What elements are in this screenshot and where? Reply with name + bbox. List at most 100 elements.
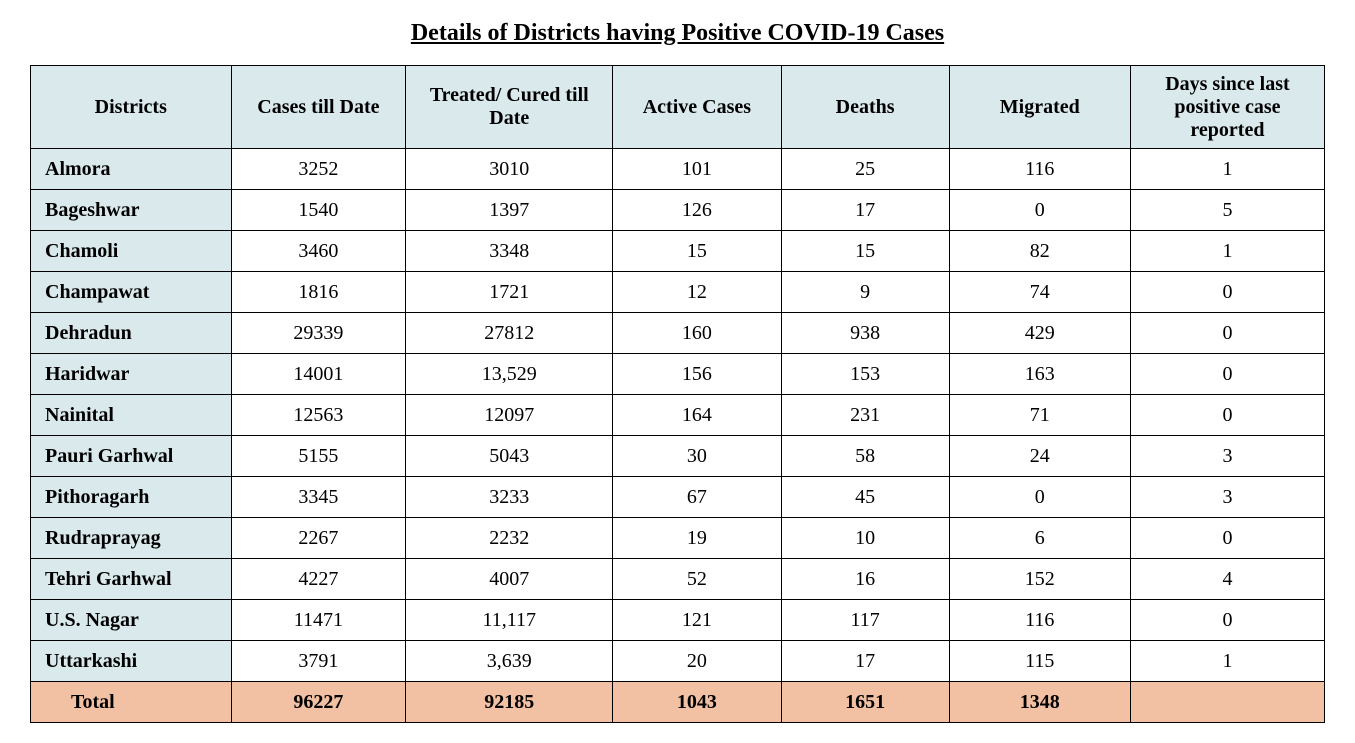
cell-district: Pithoragarh bbox=[31, 477, 232, 518]
cell-district: Haridwar bbox=[31, 354, 232, 395]
cell-active: 160 bbox=[613, 313, 781, 354]
cell-migrated: 0 bbox=[949, 477, 1130, 518]
cell-active: 164 bbox=[613, 395, 781, 436]
cell-deaths: 938 bbox=[781, 313, 949, 354]
table-row: Dehradun29339278121609384290 bbox=[31, 313, 1325, 354]
cell-days: 0 bbox=[1130, 354, 1324, 395]
cell-migrated: 74 bbox=[949, 272, 1130, 313]
total-migrated: 1348 bbox=[949, 682, 1130, 723]
cell-days: 0 bbox=[1130, 313, 1324, 354]
table-row: Haridwar1400113,5291561531630 bbox=[31, 354, 1325, 395]
cell-deaths: 45 bbox=[781, 477, 949, 518]
col-header-deaths: Deaths bbox=[781, 66, 949, 149]
cell-migrated: 152 bbox=[949, 559, 1130, 600]
cell-days: 1 bbox=[1130, 149, 1324, 190]
total-cases: 96227 bbox=[231, 682, 406, 723]
cell-district: Nainital bbox=[31, 395, 232, 436]
cell-cases: 2267 bbox=[231, 518, 406, 559]
cell-cases: 3252 bbox=[231, 149, 406, 190]
cell-cured: 3233 bbox=[406, 477, 613, 518]
table-row: Champawat18161721129740 bbox=[31, 272, 1325, 313]
table-row: Tehri Garhwal4227400752161524 bbox=[31, 559, 1325, 600]
cell-cured: 3348 bbox=[406, 231, 613, 272]
page-title: Details of Districts having Positive COV… bbox=[30, 20, 1325, 47]
cell-active: 12 bbox=[613, 272, 781, 313]
total-cured: 92185 bbox=[406, 682, 613, 723]
cell-district: Tehri Garhwal bbox=[31, 559, 232, 600]
cell-cured: 13,529 bbox=[406, 354, 613, 395]
cell-cases: 1540 bbox=[231, 190, 406, 231]
cell-cured: 3010 bbox=[406, 149, 613, 190]
cell-migrated: 116 bbox=[949, 149, 1130, 190]
cell-days: 4 bbox=[1130, 559, 1324, 600]
cell-district: Chamoli bbox=[31, 231, 232, 272]
cell-days: 0 bbox=[1130, 600, 1324, 641]
total-deaths: 1651 bbox=[781, 682, 949, 723]
cell-active: 126 bbox=[613, 190, 781, 231]
col-header-days: Days since last positive case reported bbox=[1130, 66, 1324, 149]
col-header-active: Active Cases bbox=[613, 66, 781, 149]
cell-cases: 1816 bbox=[231, 272, 406, 313]
cell-cases: 5155 bbox=[231, 436, 406, 477]
cell-cured: 1397 bbox=[406, 190, 613, 231]
cell-cured: 12097 bbox=[406, 395, 613, 436]
cell-deaths: 17 bbox=[781, 190, 949, 231]
cell-days: 5 bbox=[1130, 190, 1324, 231]
cell-district: U.S. Nagar bbox=[31, 600, 232, 641]
table-row: U.S. Nagar1147111,1171211171160 bbox=[31, 600, 1325, 641]
cell-cured: 1721 bbox=[406, 272, 613, 313]
cell-district: Champawat bbox=[31, 272, 232, 313]
cell-cured: 4007 bbox=[406, 559, 613, 600]
cell-cases: 29339 bbox=[231, 313, 406, 354]
cell-district: Almora bbox=[31, 149, 232, 190]
col-header-cured: Treated/ Cured till Date bbox=[406, 66, 613, 149]
cell-cured: 5043 bbox=[406, 436, 613, 477]
table-row: Chamoli346033481515821 bbox=[31, 231, 1325, 272]
cell-migrated: 163 bbox=[949, 354, 1130, 395]
cell-district: Bageshwar bbox=[31, 190, 232, 231]
table-body: Almora32523010101251161Bageshwar15401397… bbox=[31, 149, 1325, 723]
cell-days: 0 bbox=[1130, 272, 1324, 313]
cell-days: 1 bbox=[1130, 641, 1324, 682]
cell-district: Dehradun bbox=[31, 313, 232, 354]
col-header-migrated: Migrated bbox=[949, 66, 1130, 149]
cell-cases: 14001 bbox=[231, 354, 406, 395]
cell-deaths: 117 bbox=[781, 600, 949, 641]
cell-migrated: 71 bbox=[949, 395, 1130, 436]
cell-cured: 3,639 bbox=[406, 641, 613, 682]
cell-days: 1 bbox=[1130, 231, 1324, 272]
cell-district: Uttarkashi bbox=[31, 641, 232, 682]
cell-active: 15 bbox=[613, 231, 781, 272]
cell-days: 3 bbox=[1130, 477, 1324, 518]
cell-days: 0 bbox=[1130, 395, 1324, 436]
cell-cured: 27812 bbox=[406, 313, 613, 354]
cell-deaths: 153 bbox=[781, 354, 949, 395]
cell-active: 67 bbox=[613, 477, 781, 518]
cell-days: 0 bbox=[1130, 518, 1324, 559]
col-header-cases: Cases till Date bbox=[231, 66, 406, 149]
cell-deaths: 58 bbox=[781, 436, 949, 477]
table-row: Almora32523010101251161 bbox=[31, 149, 1325, 190]
cell-district: Rudraprayag bbox=[31, 518, 232, 559]
cell-cases: 3791 bbox=[231, 641, 406, 682]
table-total-row: Total9622792185104316511348 bbox=[31, 682, 1325, 723]
cell-cases: 12563 bbox=[231, 395, 406, 436]
table-row: Bageshwar154013971261705 bbox=[31, 190, 1325, 231]
cell-active: 101 bbox=[613, 149, 781, 190]
cell-cured: 2232 bbox=[406, 518, 613, 559]
table-row: Uttarkashi37913,63920171151 bbox=[31, 641, 1325, 682]
cell-days: 3 bbox=[1130, 436, 1324, 477]
cell-deaths: 9 bbox=[781, 272, 949, 313]
cell-active: 52 bbox=[613, 559, 781, 600]
cell-migrated: 115 bbox=[949, 641, 1130, 682]
table-row: Pithoragarh33453233674503 bbox=[31, 477, 1325, 518]
cell-cases: 3345 bbox=[231, 477, 406, 518]
cell-deaths: 16 bbox=[781, 559, 949, 600]
cell-cases: 3460 bbox=[231, 231, 406, 272]
table-header-row: Districts Cases till Date Treated/ Cured… bbox=[31, 66, 1325, 149]
cell-deaths: 10 bbox=[781, 518, 949, 559]
cell-cases: 4227 bbox=[231, 559, 406, 600]
cell-active: 20 bbox=[613, 641, 781, 682]
covid-districts-table: Districts Cases till Date Treated/ Cured… bbox=[30, 65, 1325, 723]
col-header-districts: Districts bbox=[31, 66, 232, 149]
